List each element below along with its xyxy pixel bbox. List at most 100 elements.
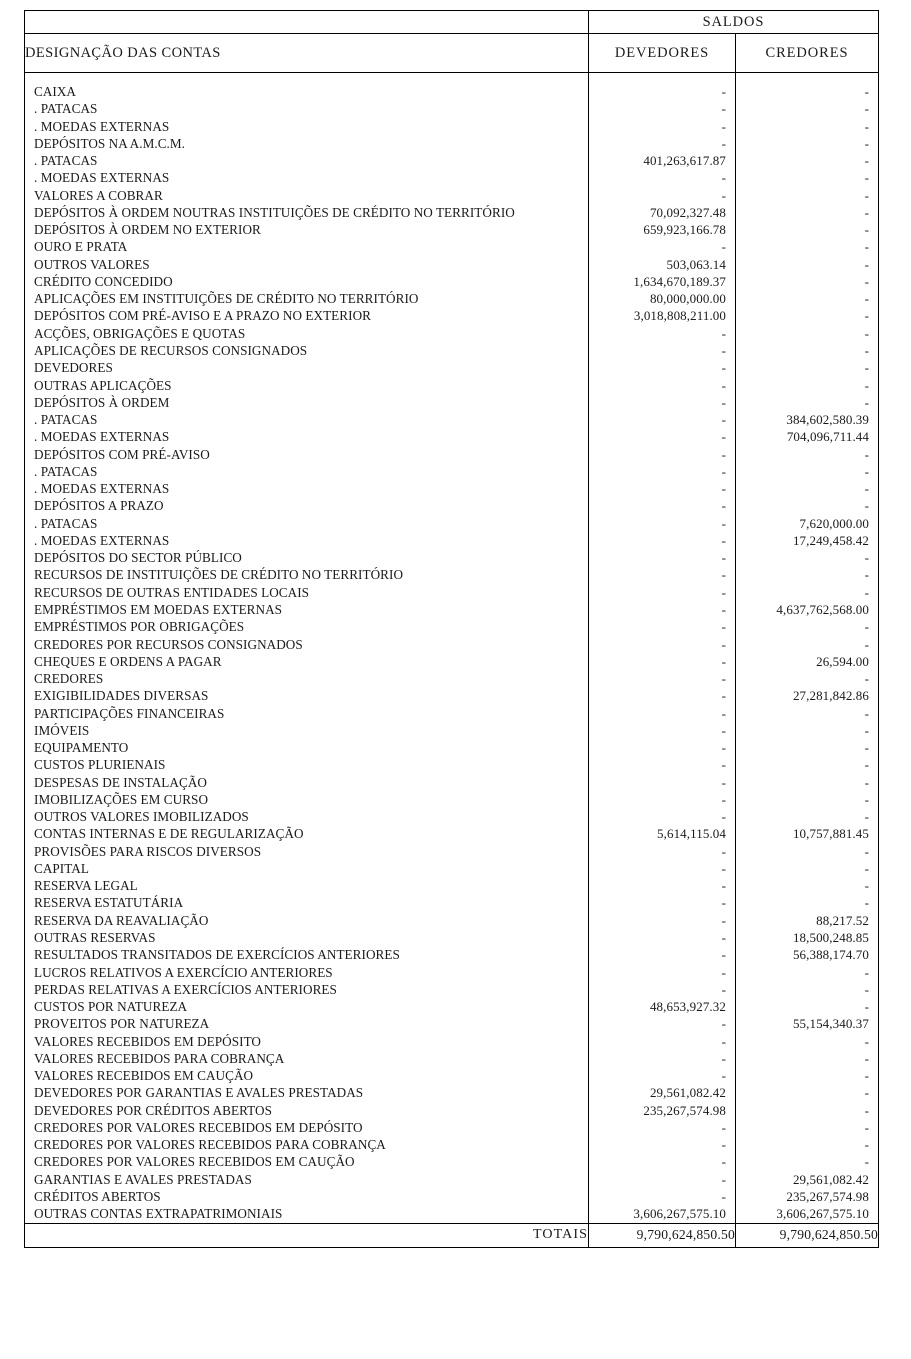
debit-value: - xyxy=(721,429,726,445)
credit-value: - xyxy=(864,377,869,393)
account-label: CREDORES POR RECURSOS CONSIGNADOS xyxy=(34,636,303,652)
account-label: VALORES RECEBIDOS EM DEPÓSITO xyxy=(34,1033,262,1049)
credit-value: 3,606,267,575.10 xyxy=(776,1206,869,1222)
account-label: VALORES RECEBIDOS EM CAUÇÃO xyxy=(34,1068,254,1084)
credit-value: 29,561,082.42 xyxy=(792,1171,869,1187)
account-label: . PATACAS xyxy=(34,412,98,428)
credit-value: - xyxy=(864,222,869,238)
credit-value: - xyxy=(864,101,869,117)
credit-value: - xyxy=(864,481,869,497)
credit-value: - xyxy=(864,1068,869,1084)
credit-value: - xyxy=(864,446,869,462)
debit-value: - xyxy=(721,101,726,117)
account-label: DEPÓSITOS À ORDEM NOUTRAS INSTITUIÇÕES D… xyxy=(34,204,515,220)
debit-value: - xyxy=(721,1119,726,1135)
credit-value: 384,602,580.39 xyxy=(786,412,869,428)
account-label: DEPÓSITOS COM PRÉ-AVISO E A PRAZO NO EXT… xyxy=(34,308,371,324)
debit-value: - xyxy=(721,1050,726,1066)
debit-value: 401,263,617.87 xyxy=(643,153,726,169)
credit-value: - xyxy=(864,360,869,376)
account-label: OUTROS VALORES IMOBILIZADOS xyxy=(34,809,249,825)
debit-value: 48,653,927.32 xyxy=(649,999,726,1015)
debit-value: - xyxy=(721,187,726,203)
debit-value: - xyxy=(721,239,726,255)
account-label: LUCROS RELATIVOS A EXERCÍCIO ANTERIORES xyxy=(34,964,333,980)
account-label: VALORES RECEBIDOS PARA COBRANÇA xyxy=(34,1050,285,1066)
account-label: DEPÓSITOS À ORDEM NO EXTERIOR xyxy=(34,222,261,238)
credit-value-list: - - - - - - - - - - - - - - - - - - -384,602,580.39 704,096… xyxy=(736,83,878,1223)
debit-value: - xyxy=(721,1068,726,1084)
credit-value: - xyxy=(864,705,869,721)
account-label: EQUIPAMENTO xyxy=(34,740,129,756)
debit-value: - xyxy=(721,1016,726,1032)
debit-value: 3,606,267,575.10 xyxy=(633,1206,726,1222)
account-label: CREDORES xyxy=(34,671,104,687)
credit-value: - xyxy=(864,291,869,307)
debit-value: - xyxy=(721,912,726,928)
credit-value: - xyxy=(864,84,869,99)
debit-value: - xyxy=(721,895,726,911)
credit-value: 17,249,458.42 xyxy=(792,532,869,548)
totals-row: TOTAIS 9,790,624,850.50 9,790,624,850.50 xyxy=(24,1222,879,1248)
credit-value: - xyxy=(864,550,869,566)
account-label: DEPÓSITOS DO SECTOR PÚBLICO xyxy=(34,550,242,566)
account-label: DEVEDORES POR GARANTIAS E AVALES PRESTAD… xyxy=(34,1085,364,1101)
credit-value: - xyxy=(864,325,869,341)
account-label: DESPESAS DE INSTALAÇÃO xyxy=(34,774,207,790)
credit-value: - xyxy=(864,740,869,756)
credit-value: 18,500,248.85 xyxy=(792,930,869,946)
credit-value: - xyxy=(864,722,869,738)
devedores-column: - - - -401,263,617.87- -70,092,327.48 659,923… xyxy=(588,72,736,1224)
account-label: . MOEDAS EXTERNAS xyxy=(34,429,170,445)
header-devedores: DEVEDORES xyxy=(588,33,736,73)
credit-value: - xyxy=(864,1050,869,1066)
debit-value: - xyxy=(721,584,726,600)
account-label: DEVEDORES POR CRÉDITOS ABERTOS xyxy=(34,1102,272,1118)
account-label: OUTRAS CONTAS EXTRAPATRIMONIAIS xyxy=(34,1206,283,1222)
account-label: EMPRÉSTIMOS POR OBRIGAÇÕES xyxy=(34,619,245,635)
debit-value: - xyxy=(721,1171,726,1187)
debit-value: - xyxy=(721,377,726,393)
debit-value: - xyxy=(721,671,726,687)
debit-value: - xyxy=(721,1154,726,1170)
debit-value: - xyxy=(721,394,726,410)
credit-value: - xyxy=(864,860,869,876)
credit-value: - xyxy=(864,619,869,635)
account-label: . PATACAS xyxy=(34,101,98,117)
debit-value: - xyxy=(721,740,726,756)
account-label: CRÉDITOS ABERTOS xyxy=(34,1189,161,1204)
debit-value: - xyxy=(721,636,726,652)
table-header-group-row: SALDOS xyxy=(24,10,879,34)
account-label: IMOBILIZAÇÕES EM CURSO xyxy=(34,791,209,807)
debit-value: - xyxy=(721,342,726,358)
account-label: PROVEITOS POR NATUREZA xyxy=(34,1016,210,1032)
debit-value: - xyxy=(721,118,726,134)
debit-value: 29,561,082.42 xyxy=(649,1085,726,1101)
debit-value: - xyxy=(721,532,726,548)
account-label: RESERVA DA REAVALIAÇÃO xyxy=(34,912,209,928)
credit-value: 55,154,340.37 xyxy=(792,1016,869,1032)
debit-value: - xyxy=(721,930,726,946)
account-label: OUTRAS RESERVAS xyxy=(34,930,156,946)
credit-value: - xyxy=(864,878,869,894)
debit-value: - xyxy=(721,1033,726,1049)
debit-value: - xyxy=(721,515,726,531)
account-label: PARTICIPAÇÕES FINANCEIRAS xyxy=(34,705,225,721)
account-label: CHEQUES E ORDENS A PAGAR xyxy=(34,653,222,669)
credit-value: - xyxy=(864,757,869,773)
account-label: APLICAÇÕES EM INSTITUIÇÕES DE CRÉDITO NO… xyxy=(34,291,419,307)
debit-value: 80,000,000.00 xyxy=(649,291,726,307)
account-label: . PATACAS xyxy=(34,153,98,169)
debit-value: - xyxy=(721,481,726,497)
debit-value: - xyxy=(721,964,726,980)
debit-value: - xyxy=(721,446,726,462)
account-label: . MOEDAS EXTERNAS xyxy=(34,481,170,497)
credit-value: - xyxy=(864,964,869,980)
credit-value: - xyxy=(864,204,869,220)
balance-sheet-table: SALDOS DESIGNAÇÃO DAS CONTAS DEVEDORES C… xyxy=(24,10,879,1248)
debit-value: - xyxy=(721,757,726,773)
header-designation: DESIGNAÇÃO DAS CONTAS xyxy=(24,33,589,73)
credit-value: - xyxy=(864,567,869,583)
designation-column: CAIXA. PATACAS. MOEDAS EXTERNAS DEPÓSITOS… xyxy=(24,72,589,1224)
debit-value: - xyxy=(721,791,726,807)
